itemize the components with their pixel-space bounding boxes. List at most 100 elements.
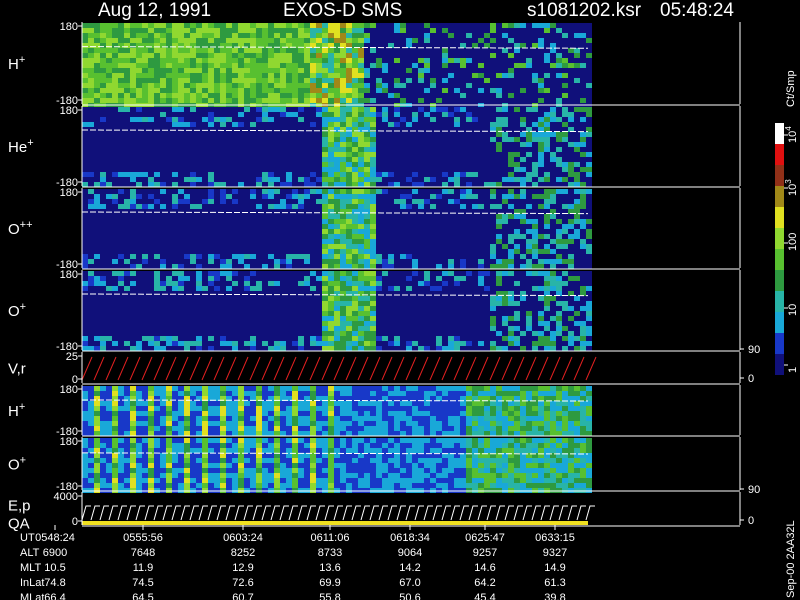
- spectrogram-cell: [310, 28, 316, 33]
- spectrogram-cell: [382, 28, 388, 33]
- spectrogram-cell: [142, 58, 148, 63]
- spectrogram-cell: [262, 264, 268, 269]
- spectrogram-cell: [406, 117, 412, 122]
- spectrogram-cell: [232, 214, 238, 219]
- spectrogram-cell: [502, 98, 508, 103]
- spectrogram-cell: [178, 68, 184, 73]
- spectrogram-cell: [226, 28, 232, 33]
- spectrogram-cell: [376, 73, 382, 78]
- spectrogram-cell: [202, 224, 208, 229]
- spectrogram-cell: [190, 68, 196, 73]
- spectrogram-cell: [190, 132, 196, 137]
- spectrogram-cell: [322, 336, 328, 341]
- spectrogram-cell: [280, 259, 286, 264]
- spectrogram-cell: [328, 107, 334, 112]
- spectrogram-cell: [340, 33, 346, 38]
- spectrogram-cell: [166, 214, 172, 219]
- spectrogram-cell: [214, 244, 220, 249]
- spectrogram-cell: [94, 167, 100, 172]
- spectrogram-cell: [148, 38, 154, 43]
- spectrogram-cell: [586, 194, 592, 199]
- spectrogram-cell: [388, 229, 394, 234]
- spectrogram-cell: [274, 157, 280, 162]
- spectrogram-cell: [148, 244, 154, 249]
- spectrogram-cell: [154, 127, 160, 132]
- spectrogram-cell: [232, 219, 238, 224]
- spectrogram-cell: [208, 271, 214, 276]
- spectrogram-cell: [298, 28, 304, 33]
- spectrogram-cell: [298, 244, 304, 249]
- spectrogram-cell: [316, 224, 322, 229]
- spectrogram-cell: [370, 78, 376, 83]
- spectrogram-cell: [556, 83, 562, 88]
- spectrogram-cell: [262, 224, 268, 229]
- spectrogram-cell: [304, 78, 310, 83]
- spectrogram-cell: [154, 78, 160, 83]
- spectrogram-cell: [118, 157, 124, 162]
- spectrogram-cell: [160, 306, 166, 311]
- spectrogram-cell: [340, 249, 346, 254]
- spectrogram-cell: [130, 112, 136, 117]
- spectrogram-cell: [370, 301, 376, 306]
- spectrogram-cell: [334, 83, 340, 88]
- spectrogram-cell: [418, 28, 424, 33]
- spectrogram-cell: [100, 132, 106, 137]
- spectrogram-cell: [250, 291, 256, 296]
- spectrogram-cell: [94, 316, 100, 321]
- spectrogram-cell: [304, 259, 310, 264]
- spectrogram-cell: [202, 28, 208, 33]
- spectrogram-cell: [322, 182, 328, 187]
- spectrogram-cell: [100, 254, 106, 259]
- spectrogram-cell: [208, 93, 214, 98]
- spectrogram-cell: [580, 68, 586, 73]
- spectrogram-cell: [124, 162, 130, 167]
- spectrogram-cell: [550, 147, 556, 152]
- spectrogram-cell: [322, 162, 328, 167]
- spectrogram-cell: [112, 78, 118, 83]
- spectrogram-cell: [514, 132, 520, 137]
- spectrogram-cell: [82, 157, 88, 162]
- spectrogram-cell: [268, 264, 274, 269]
- spectrogram-cell: [82, 162, 88, 167]
- spectrogram-cell: [544, 38, 550, 43]
- spectrogram-cell: [346, 142, 352, 147]
- spectrogram-cell: [484, 127, 490, 132]
- spectrogram-cell: [496, 219, 502, 224]
- spectrogram-cell: [562, 244, 568, 249]
- spectrogram-cell: [190, 127, 196, 132]
- spectrogram-cell: [370, 137, 376, 142]
- spectrogram-cell: [100, 63, 106, 68]
- spectrogram-cell: [172, 321, 178, 326]
- spectrogram-cell: [382, 301, 388, 306]
- spectrogram-cell: [238, 296, 244, 301]
- spectrogram-cell: [412, 63, 418, 68]
- spectrogram-cell: [334, 177, 340, 182]
- spectrogram-cell: [298, 78, 304, 83]
- spectrogram-cell: [124, 137, 130, 142]
- spectrogram-cell: [352, 63, 358, 68]
- spectrogram-cell: [502, 38, 508, 43]
- spectrogram-cell: [472, 152, 478, 157]
- spectrogram-cell: [184, 301, 190, 306]
- spectrogram-cell: [364, 276, 370, 281]
- spectrogram-cell: [226, 249, 232, 254]
- spectrogram-cell: [118, 301, 124, 306]
- spectrogram-cell: [94, 58, 100, 63]
- spectrogram-cell: [382, 249, 388, 254]
- spectrogram-cell: [568, 229, 574, 234]
- spectrogram-cell: [184, 157, 190, 162]
- spectrogram-cell: [88, 177, 94, 182]
- spectrogram-cell: [154, 296, 160, 301]
- spectrogram-cell: [478, 23, 484, 28]
- spectrogram-cell: [82, 286, 88, 291]
- spectrogram-cell: [460, 189, 466, 194]
- spectrogram-cell: [526, 88, 532, 93]
- spectrogram-cell: [352, 346, 358, 351]
- spectrogram-cell: [454, 234, 460, 239]
- spectrogram-cell: [550, 209, 556, 214]
- spectrogram-cell: [214, 112, 220, 117]
- spectrogram-cell: [514, 122, 520, 127]
- spectrogram-cell: [268, 214, 274, 219]
- spectrogram-cell: [562, 127, 568, 132]
- spectrogram-cell: [352, 73, 358, 78]
